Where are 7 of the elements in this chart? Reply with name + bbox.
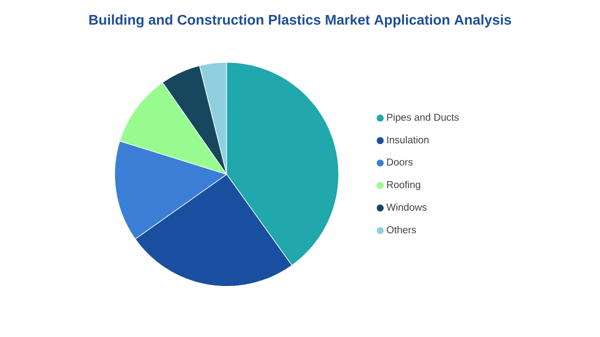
legend-label: Windows — [386, 203, 427, 211]
chart-title: Building and Construction Plastics Market Application Analysis — [89, 14, 512, 28]
legend-label: Others — [386, 226, 416, 234]
legend-label: Pipes and Ducts — [387, 113, 459, 123]
legend-label: Doors — [387, 158, 413, 166]
legend-label: Roofing — [387, 180, 420, 190]
legend-label: Insulation — [387, 136, 429, 144]
